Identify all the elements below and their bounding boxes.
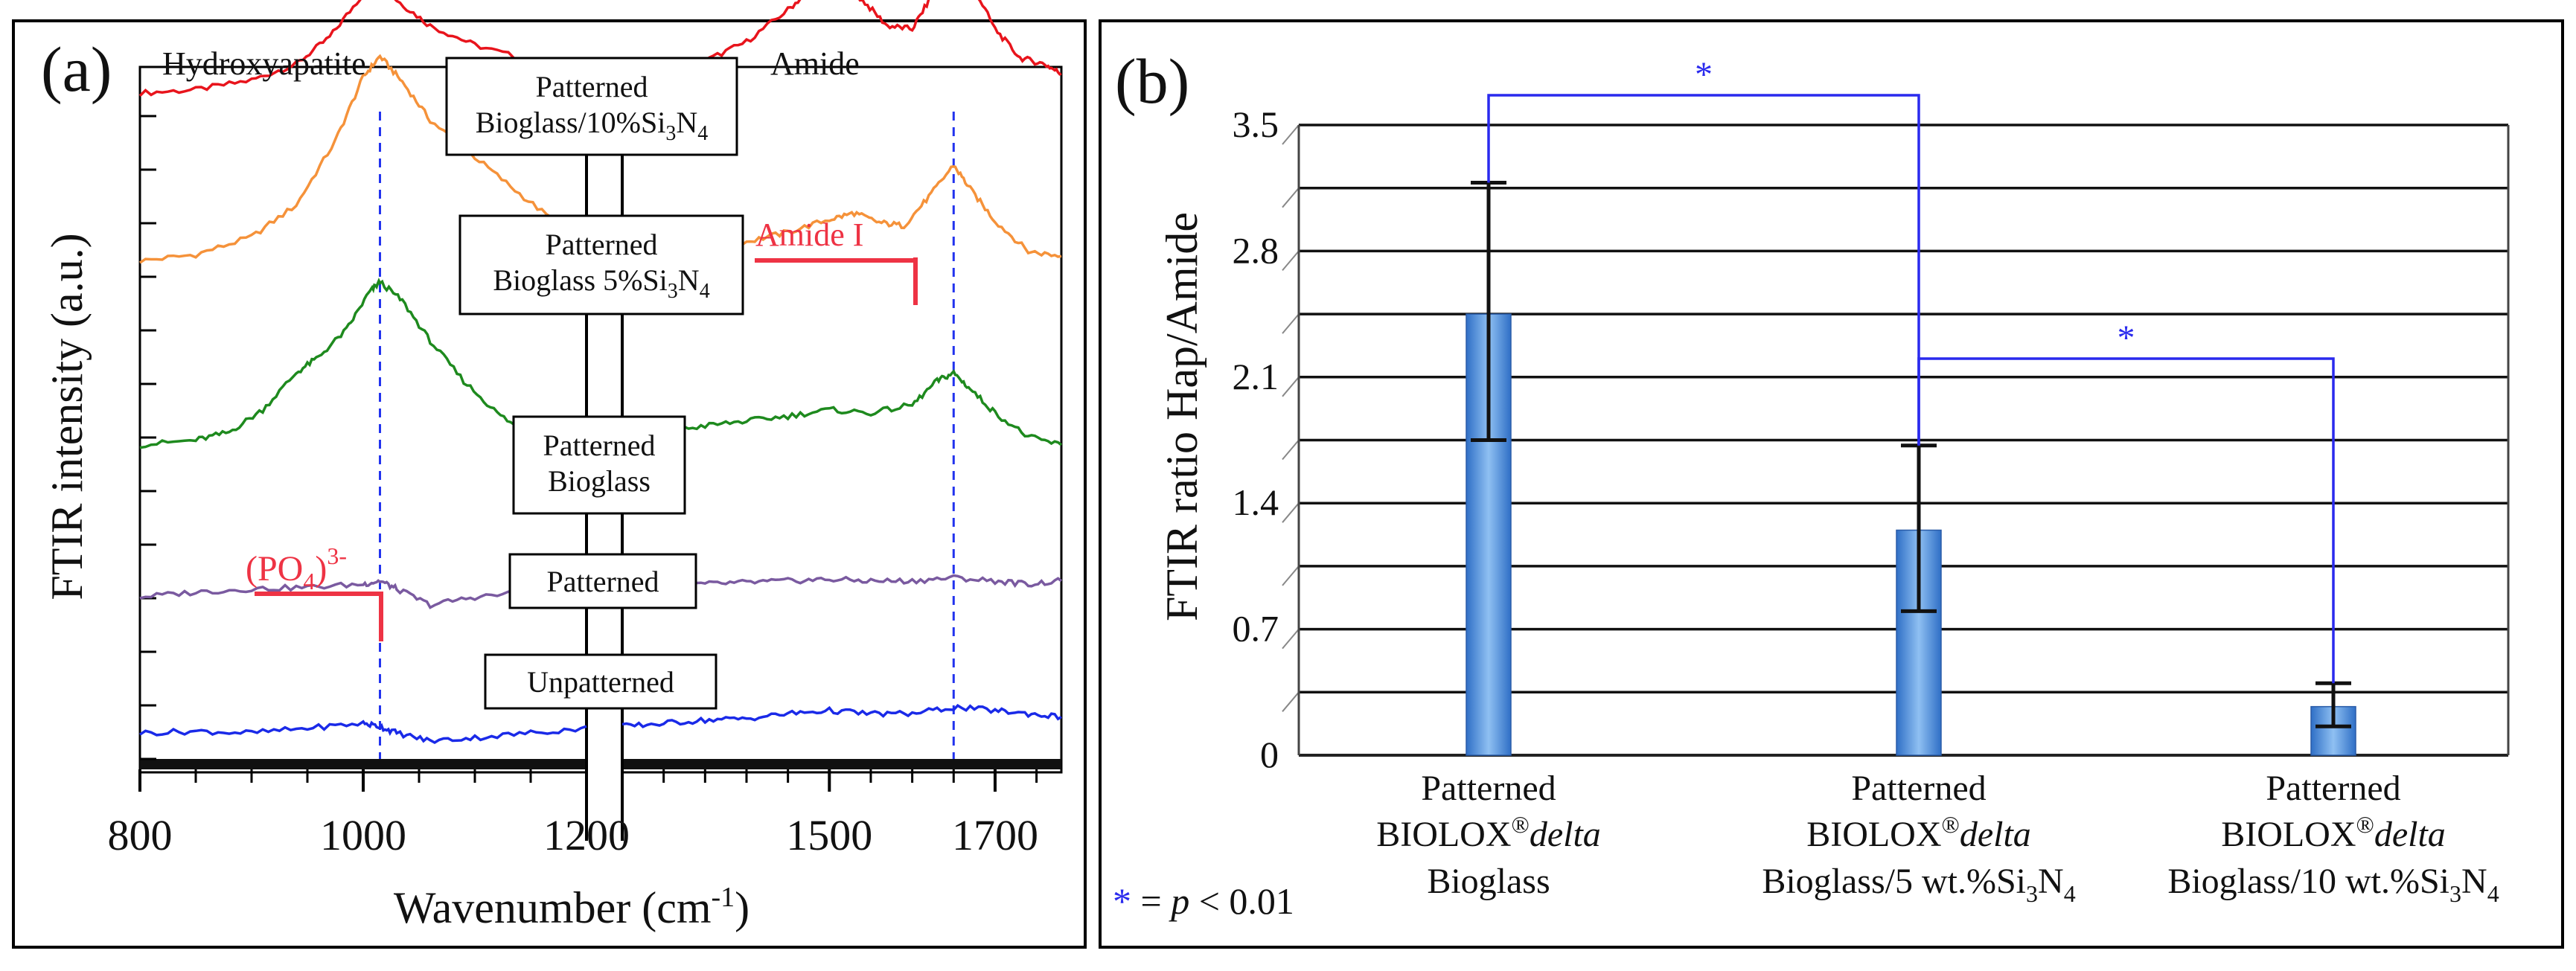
- series-label: Patterned: [543, 429, 655, 462]
- x-tick-label: 1200: [543, 811, 630, 859]
- category-label: Patterned: [2266, 769, 2400, 808]
- x-tick-label: 1000: [320, 811, 406, 859]
- spectrum-line: [621, 703, 1062, 728]
- series-label-box: [512, 415, 686, 515]
- panel-b-label: (b): [1115, 45, 1189, 117]
- series-label: Unpatterned: [527, 665, 674, 699]
- category-label: Bioglass/5 wt.%Si3N4: [1762, 862, 2075, 907]
- panel-a: 800 1000 1200 1500 1700 PatternedBioglass/10…: [12, 0, 1087, 949]
- spectrum-line: [621, 369, 1063, 446]
- series-label-box: [508, 553, 697, 609]
- x-tick-label: 800: [108, 811, 173, 859]
- p-value-legend: * = p < 0.01: [1113, 880, 1294, 922]
- significance-brackets: **: [1487, 55, 2335, 684]
- panel-a-x-ticks: 800 1000 1200 1500 1700: [108, 769, 1038, 859]
- reference-lines: [379, 112, 955, 759]
- panel-b-category-labels: PatternedBIOLOX®deltaBioglassPatternedBI…: [1376, 769, 2499, 907]
- panel-b-y-ticks: 0 0.7 1.4 2.1 2.8 3.5: [1233, 103, 1279, 775]
- region-label-amide: Amide: [770, 45, 860, 82]
- panel-a-baseline-2: [622, 759, 1061, 769]
- spectra: [138, 0, 1063, 745]
- amide-i-label: Amide I: [755, 217, 863, 253]
- region-label-hydroxyapatite: Hydroxyapatite: [162, 45, 366, 82]
- spectrum-line: [621, 0, 1062, 88]
- series-label: Patterned: [545, 228, 657, 261]
- gridline-depth: [1282, 124, 1300, 145]
- panel-b-bars: [1466, 180, 2356, 756]
- y-tick-label: 0.7: [1233, 608, 1279, 650]
- series-label-box: [445, 57, 738, 156]
- x-tick-label: 1700: [952, 811, 1038, 859]
- gridline-depth: [1282, 628, 1300, 650]
- series-label: Bioglass 5%Si3N4: [493, 263, 709, 303]
- series-labels: PatternedBioglass/10%Si3N4PatternedBiogl…: [445, 57, 744, 710]
- series-label: Bioglass/10%Si3N4: [476, 106, 708, 145]
- spectrum-line: [138, 0, 588, 97]
- y-tick-label: 2.1: [1233, 356, 1279, 397]
- panel-b-frame: [1099, 19, 2564, 949]
- spectrum-line: [139, 278, 588, 455]
- panel-a-label: (a): [41, 33, 112, 105]
- significance-bracket: [1917, 357, 2335, 684]
- category-label: Patterned: [1421, 769, 1556, 808]
- y-tick-label: 0: [1260, 734, 1279, 775]
- panel-a-baseline: [140, 759, 587, 769]
- y-tick-label: 2.8: [1233, 229, 1279, 271]
- gridline-depth: [1282, 376, 1300, 397]
- series-label-box: [458, 214, 744, 315]
- gridline-depth: [1282, 313, 1300, 334]
- significance-bracket: [1487, 94, 1920, 446]
- spectrum-line: [139, 579, 587, 609]
- category-label: Bioglass: [1427, 862, 1550, 901]
- gridline-depth: [1282, 502, 1300, 523]
- series-label: Patterned: [535, 70, 648, 103]
- category-label: Bioglass/10 wt.%Si3N4: [2167, 862, 2499, 907]
- spectrum-line: [139, 720, 587, 745]
- spectrum-line: [621, 574, 1063, 593]
- gridline-depth: [1282, 691, 1300, 712]
- series-label: Patterned: [546, 565, 659, 598]
- y-tick-label: 1.4: [1233, 481, 1279, 523]
- significance-star: *: [2118, 318, 2135, 358]
- significance-star: *: [1695, 55, 1713, 94]
- panel-b-y-axis-label: FTIR ratio Hap/Amide: [1157, 212, 1206, 621]
- category-label: BIOLOX®delta: [2221, 811, 2446, 854]
- panel-b: (b) FTIR ratio Hap/Amide 0 0.7 1.4 2.1 2.8 3.…: [1099, 19, 2564, 949]
- panel-a-y-axis-label: FTIR intensity (a.u.): [42, 233, 92, 600]
- category-label: BIOLOX®delta: [1376, 811, 1601, 854]
- gridline-depth: [1282, 250, 1300, 272]
- category-label: BIOLOX®delta: [1806, 811, 2031, 854]
- gridline-depth: [1282, 565, 1300, 586]
- spectrum-line: [139, 54, 588, 264]
- series-label-box: [484, 653, 717, 710]
- gridline-depth: [1282, 439, 1300, 461]
- po4-label: (PO4)3-: [246, 542, 347, 595]
- y-tick-label: 3.5: [1233, 103, 1279, 145]
- category-label: Patterned: [1851, 769, 1986, 808]
- gridline-depth: [1282, 188, 1300, 208]
- panel-a-x-axis-label: Wavenumber (cm-1): [394, 882, 750, 932]
- series-label: Bioglass: [548, 464, 651, 498]
- panel-a-y-ticks: [140, 115, 156, 760]
- x-tick-label: 1500: [786, 811, 872, 859]
